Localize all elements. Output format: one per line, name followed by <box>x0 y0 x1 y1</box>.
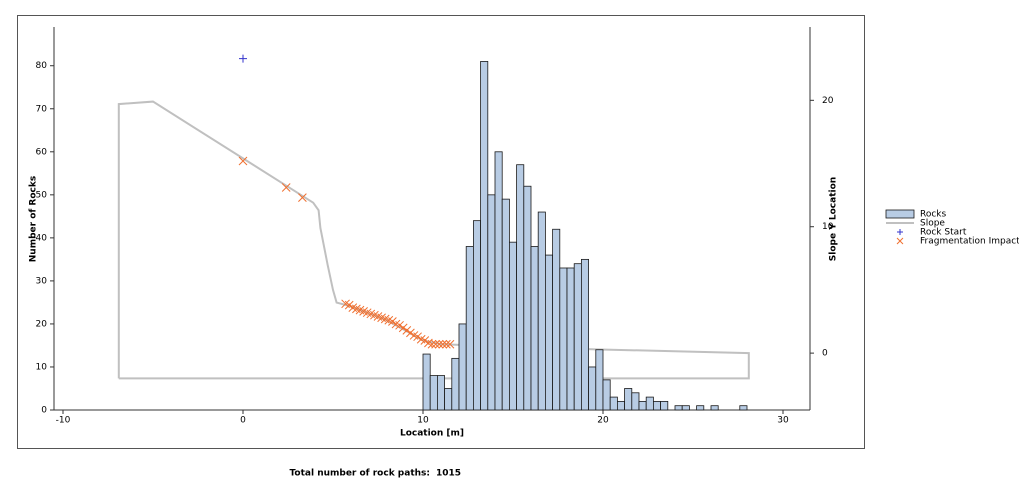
scatter-point <box>298 193 307 202</box>
legend-swatch <box>885 209 915 219</box>
y2-tick-label: 10 <box>822 222 834 232</box>
footer-label: Total number of rock paths: <box>289 469 430 479</box>
slope-line <box>117 100 750 380</box>
scatter-point <box>406 328 415 338</box>
y-tick-label: 50 <box>36 190 48 200</box>
histogram-bar <box>444 388 453 411</box>
x-axis-label: Location [m] <box>400 429 464 439</box>
histogram-bar <box>552 228 561 411</box>
histogram-bar <box>487 194 496 411</box>
histogram-bar <box>573 263 582 411</box>
histogram-bar <box>465 246 474 411</box>
histogram-bar <box>501 198 510 411</box>
legend-swatch <box>897 229 903 235</box>
histogram-bar <box>638 400 647 411</box>
y-tick-label: 30 <box>36 276 48 286</box>
histogram-bar <box>523 185 532 411</box>
histogram-bar <box>696 405 705 411</box>
scatter-point <box>434 339 444 349</box>
histogram-bar <box>660 400 669 411</box>
histogram-bar <box>681 405 690 411</box>
legend-label: Fragmentation Impact <box>920 237 1019 247</box>
x-tick-label: 0 <box>240 416 246 426</box>
histogram-bar <box>674 405 683 411</box>
histogram-bar <box>588 366 597 411</box>
histogram-bar <box>537 211 546 411</box>
histogram-bar <box>566 267 575 411</box>
histogram-bar <box>480 61 489 411</box>
legend-label: Slope <box>920 219 945 229</box>
x-tick-label: 20 <box>597 416 609 426</box>
histogram-bar <box>422 353 431 411</box>
y2-axis-label: Slope Y Location <box>829 177 839 261</box>
y-tick-label: 70 <box>36 104 48 114</box>
histogram-bar <box>581 258 590 411</box>
histogram-bar <box>609 396 618 411</box>
y-tick-label: 60 <box>36 147 48 157</box>
histogram-bar <box>458 323 467 411</box>
y2-tick-label: 20 <box>822 96 834 106</box>
histogram-bar <box>530 246 539 411</box>
y-tick-label: 0 <box>41 406 47 416</box>
histogram-bar <box>429 375 438 411</box>
scatter-point <box>388 317 397 326</box>
scatter-point <box>420 336 430 345</box>
scatter-point <box>344 300 354 310</box>
scatter-point <box>281 183 291 192</box>
scatter-point <box>442 339 451 349</box>
scatter-point <box>431 339 440 349</box>
histogram-bar <box>739 405 748 411</box>
scatter-point <box>238 156 248 166</box>
histogram-bar <box>624 388 633 411</box>
x-tick-label: 10 <box>417 416 429 426</box>
x-tick-label: -10 <box>56 416 71 426</box>
histogram-bar <box>436 375 445 411</box>
histogram-bar <box>451 357 460 411</box>
histogram-bar <box>710 405 719 411</box>
scatter-point <box>445 339 455 349</box>
histogram-bar <box>645 396 654 411</box>
x-tick-label: 30 <box>777 416 789 426</box>
y-axis-label: Number of Rocks <box>29 176 39 262</box>
histogram-bar <box>602 379 611 411</box>
scatter-point <box>402 326 412 335</box>
legend-swatch <box>896 237 904 245</box>
legend-label: Rock Start <box>920 228 967 238</box>
scatter-point <box>239 54 247 63</box>
histogram-bar <box>516 164 525 411</box>
scatter-point <box>413 332 422 342</box>
y2-tick-label: 0 <box>822 349 828 359</box>
y-tick-label: 40 <box>36 233 48 243</box>
scatter-point <box>398 323 408 333</box>
scatter-point <box>427 339 437 349</box>
histogram-bar <box>595 349 604 411</box>
y-tick-label: 80 <box>36 61 48 71</box>
histogram-bar <box>631 392 640 411</box>
histogram-bar <box>472 220 481 411</box>
footer-value: 1015 <box>436 469 461 479</box>
histogram-bar <box>653 400 662 411</box>
histogram-bar <box>617 400 626 411</box>
scatter-point <box>438 339 448 349</box>
histogram-bar <box>508 241 517 411</box>
y-tick-label: 20 <box>36 319 48 329</box>
chart-frame <box>17 15 865 449</box>
legend-label: Rocks <box>920 210 947 220</box>
histogram-bar <box>545 254 554 411</box>
histogram-bar <box>559 267 568 411</box>
y-tick-label: 10 <box>36 362 48 372</box>
histogram-bar <box>494 151 503 411</box>
scatter-point <box>395 320 404 330</box>
